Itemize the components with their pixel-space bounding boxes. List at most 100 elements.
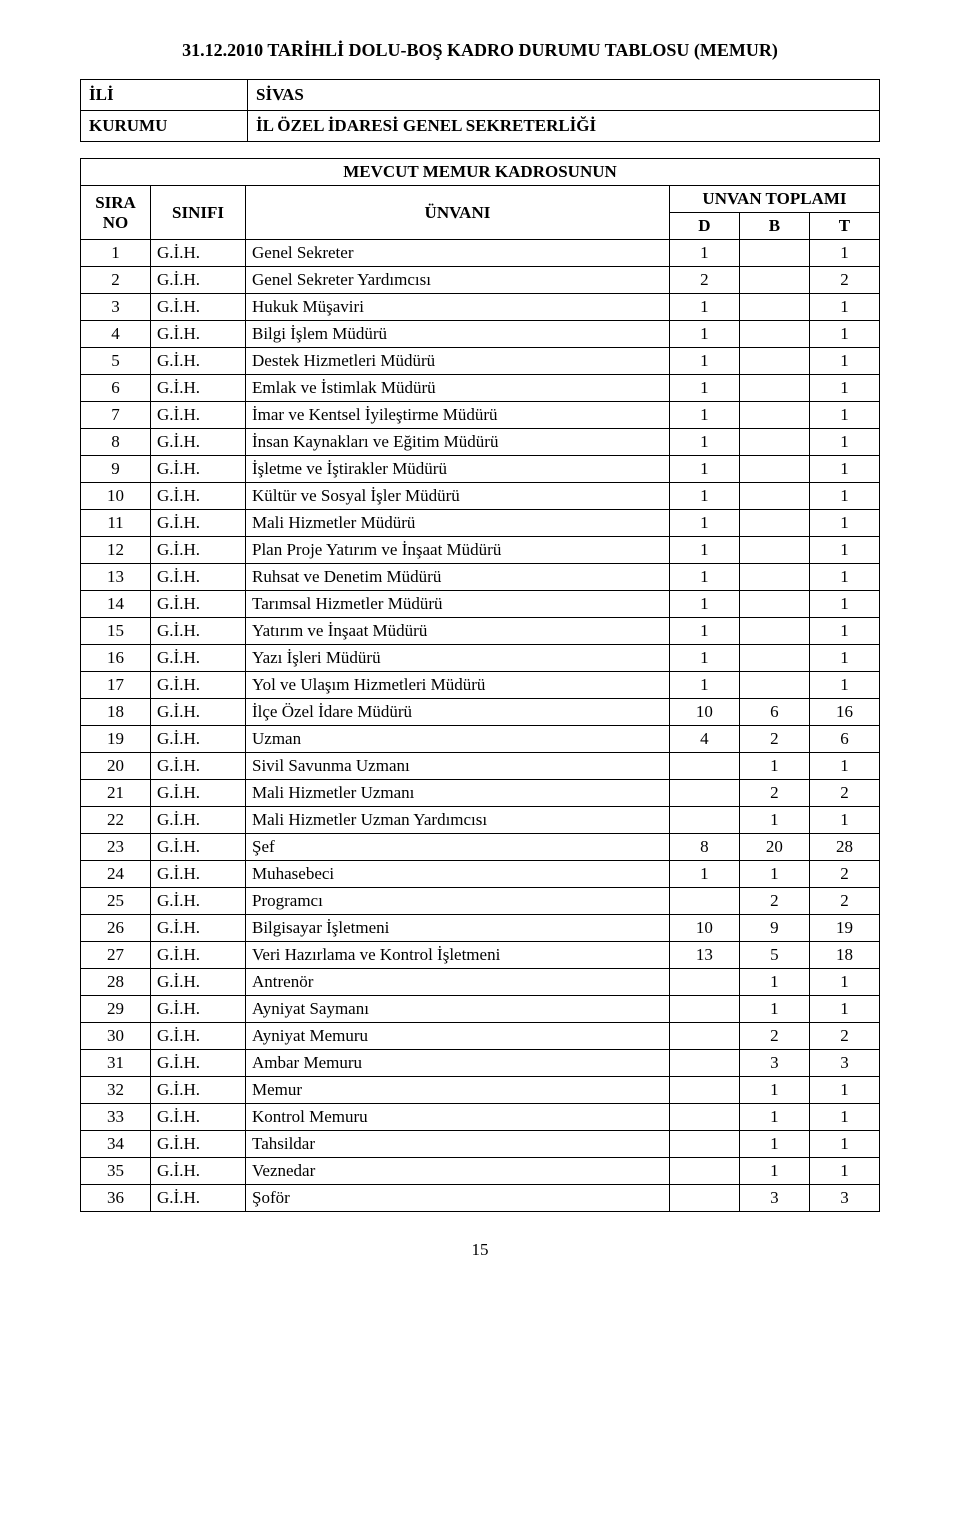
cell-unvan: Yazı İşleri Müdürü: [246, 645, 670, 672]
cell-sinif: G.İ.H.: [151, 456, 246, 483]
cell-sinif: G.İ.H.: [151, 807, 246, 834]
cell-sinif: G.İ.H.: [151, 1185, 246, 1212]
cell-no: 4: [81, 321, 151, 348]
cell-t: 1: [809, 1131, 879, 1158]
cell-t: 2: [809, 888, 879, 915]
cell-d: 13: [669, 942, 739, 969]
header-row-kurumu: KURUMU İL ÖZEL İDARESİ GENEL SEKRETERLİĞ…: [81, 111, 880, 142]
cell-d: 10: [669, 915, 739, 942]
cell-sinif: G.İ.H.: [151, 429, 246, 456]
cell-b: 1: [739, 1077, 809, 1104]
cell-unvan: Destek Hizmetleri Müdürü: [246, 348, 670, 375]
cell-t: 1: [809, 402, 879, 429]
cell-t: 16: [809, 699, 879, 726]
col-d: D: [669, 213, 739, 240]
cell-d: [669, 1185, 739, 1212]
cell-t: 1: [809, 348, 879, 375]
cell-unvan: İmar ve Kentsel İyileştirme Müdürü: [246, 402, 670, 429]
col-unvan-toplami: UNVAN TOPLAMI: [669, 186, 879, 213]
table-row: 26G.İ.H.Bilgisayar İşletmeni10919: [81, 915, 880, 942]
cell-b: 1: [739, 861, 809, 888]
table-row: 16G.İ.H.Yazı İşleri Müdürü11: [81, 645, 880, 672]
cell-sinif: G.İ.H.: [151, 564, 246, 591]
table-row: 31G.İ.H.Ambar Memuru33: [81, 1050, 880, 1077]
col-t: T: [809, 213, 879, 240]
cell-sinif: G.İ.H.: [151, 510, 246, 537]
cell-no: 6: [81, 375, 151, 402]
cell-t: 18: [809, 942, 879, 969]
cell-sinif: G.İ.H.: [151, 753, 246, 780]
cell-t: 1: [809, 429, 879, 456]
cell-unvan: İşletme ve İştirakler Müdürü: [246, 456, 670, 483]
cell-b: 1: [739, 996, 809, 1023]
page-title: 31.12.2010 TARİHLİ DOLU-BOŞ KADRO DURUMU…: [80, 40, 880, 61]
page-number: 15: [80, 1240, 880, 1260]
cell-d: 1: [669, 294, 739, 321]
cell-d: 4: [669, 726, 739, 753]
cell-no: 28: [81, 969, 151, 996]
cell-unvan: Ayniyat Memuru: [246, 1023, 670, 1050]
cell-b: [739, 672, 809, 699]
cell-t: 1: [809, 753, 879, 780]
cell-no: 29: [81, 996, 151, 1023]
table-row: 28G.İ.H.Antrenör11: [81, 969, 880, 996]
cell-no: 32: [81, 1077, 151, 1104]
table-row: 27G.İ.H.Veri Hazırlama ve Kontrol İşletm…: [81, 942, 880, 969]
table-row: 33G.İ.H.Kontrol Memuru11: [81, 1104, 880, 1131]
cell-no: 15: [81, 618, 151, 645]
cell-no: 14: [81, 591, 151, 618]
cell-d: 1: [669, 861, 739, 888]
cell-sinif: G.İ.H.: [151, 996, 246, 1023]
cell-t: 1: [809, 537, 879, 564]
cell-t: 1: [809, 672, 879, 699]
cell-no: 24: [81, 861, 151, 888]
table-row: 21G.İ.H.Mali Hizmetler Uzmanı22: [81, 780, 880, 807]
cell-t: 1: [809, 564, 879, 591]
cell-unvan: Mali Hizmetler Uzman Yardımcısı: [246, 807, 670, 834]
cell-b: 5: [739, 942, 809, 969]
kurumu-value: İL ÖZEL İDARESİ GENEL SEKRETERLİĞİ: [248, 111, 880, 142]
cell-t: 1: [809, 483, 879, 510]
cell-unvan: Memur: [246, 1077, 670, 1104]
cell-d: 1: [669, 537, 739, 564]
cell-sinif: G.İ.H.: [151, 969, 246, 996]
cell-no: 13: [81, 564, 151, 591]
cell-no: 17: [81, 672, 151, 699]
cell-sinif: G.İ.H.: [151, 618, 246, 645]
cell-d: 1: [669, 402, 739, 429]
table-row: 15G.İ.H.Yatırım ve İnşaat Müdürü11: [81, 618, 880, 645]
cell-t: 3: [809, 1185, 879, 1212]
ili-label: İLİ: [81, 80, 248, 111]
cell-no: 7: [81, 402, 151, 429]
cell-d: [669, 996, 739, 1023]
cell-b: [739, 510, 809, 537]
cell-unvan: Kontrol Memuru: [246, 1104, 670, 1131]
table-row: 22G.İ.H.Mali Hizmetler Uzman Yardımcısı1…: [81, 807, 880, 834]
mevcut-heading: MEVCUT MEMUR KADROSUNUN: [81, 159, 880, 186]
cell-t: 1: [809, 321, 879, 348]
cell-no: 25: [81, 888, 151, 915]
cell-no: 10: [81, 483, 151, 510]
cell-b: [739, 456, 809, 483]
table-row: 8G.İ.H.İnsan Kaynakları ve Eğitim Müdürü…: [81, 429, 880, 456]
cell-d: [669, 969, 739, 996]
table-row: 2G.İ.H.Genel Sekreter Yardımcısı22: [81, 267, 880, 294]
cell-d: [669, 1077, 739, 1104]
cell-b: 6: [739, 699, 809, 726]
cell-sinif: G.İ.H.: [151, 375, 246, 402]
cell-no: 9: [81, 456, 151, 483]
cell-d: [669, 1131, 739, 1158]
cell-sinif: G.İ.H.: [151, 402, 246, 429]
cell-sinif: G.İ.H.: [151, 1104, 246, 1131]
cell-no: 8: [81, 429, 151, 456]
cell-d: 1: [669, 645, 739, 672]
cell-sinif: G.İ.H.: [151, 1023, 246, 1050]
cell-unvan: Antrenör: [246, 969, 670, 996]
table-row: 36G.İ.H.Şoför33: [81, 1185, 880, 1212]
table-row: 6G.İ.H.Emlak ve İstimlak Müdürü11: [81, 375, 880, 402]
cell-unvan: Tahsildar: [246, 1131, 670, 1158]
cell-no: 5: [81, 348, 151, 375]
cell-unvan: Şoför: [246, 1185, 670, 1212]
cell-b: [739, 375, 809, 402]
cell-b: [739, 537, 809, 564]
